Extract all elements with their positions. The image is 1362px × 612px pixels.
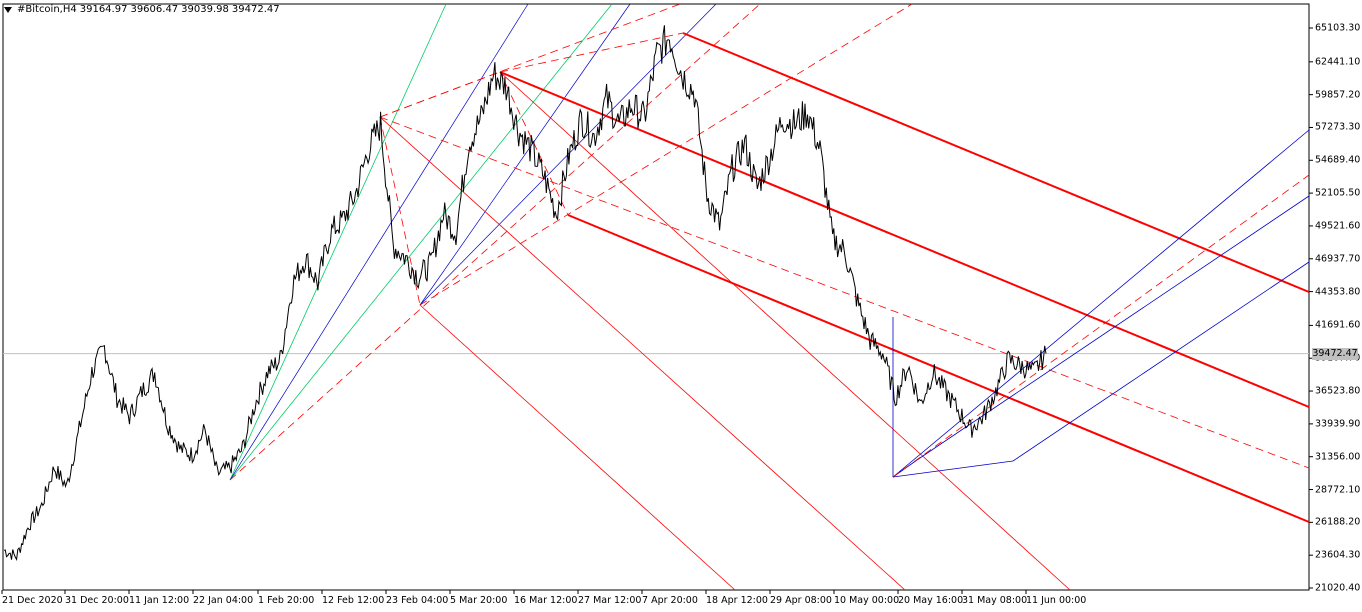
time-axis-tick: 12 Feb 12:00: [322, 595, 385, 606]
time-axis-tick: 31 May 08:00: [962, 595, 1028, 606]
time-axis-tick: 10 May 00:00: [834, 595, 900, 606]
price-axis-tick: 44353.80: [1315, 286, 1361, 298]
symbol-label: #Bitcoin,H4: [17, 4, 77, 15]
time-axis-tick: 23 Feb 04:00: [386, 595, 449, 606]
time-axis-tick: 1 Feb 20:00: [258, 595, 315, 606]
price-line: [3, 25, 1047, 561]
pitchfork-tine[interactable]: [379, 116, 906, 591]
price-axis-tick: 52105.50: [1315, 187, 1361, 199]
pitchfork-handle[interactable]: [499, 32, 684, 73]
pitchfork-tine[interactable]: [916, 195, 1310, 461]
price-axis-tick: 36523.80: [1315, 385, 1361, 397]
price-axis-tick: 26188.20: [1315, 516, 1361, 528]
pitchfork-median-line[interactable]: [499, 71, 1310, 408]
price-axis-tick: 65103.30: [1315, 22, 1361, 34]
time-axis-tick: 21 Dec 2020: [2, 595, 63, 606]
fan-line[interactable]: [229, 3, 447, 481]
pitchfork-lower-tine[interactable]: [567, 214, 1310, 523]
price-axis-tick: 57273.30: [1315, 121, 1361, 133]
time-axis-tick: 29 Apr 08:00: [770, 595, 832, 606]
high-value: 39606.47: [130, 4, 179, 15]
time-axis-tick: 22 Jan 04:00: [193, 595, 254, 606]
price-axis-tick: 31356.00: [1315, 451, 1361, 463]
price-axis-tick: 28772.10: [1315, 484, 1361, 496]
pitchfork-tine[interactable]: [419, 304, 736, 591]
close-value: 39472.47: [231, 4, 280, 15]
price-axis-tick: 33939.90: [1315, 418, 1361, 430]
price-series: [3, 25, 1047, 561]
low-value: 39039.98: [181, 4, 229, 15]
pitchfork-handle[interactable]: [379, 71, 501, 118]
fan-line[interactable]: [229, 3, 529, 481]
pitchfork-median[interactable]: [379, 116, 1310, 469]
fan-line[interactable]: [229, 3, 613, 481]
price-axis-tick: 21020.40: [1315, 582, 1361, 594]
time-axis-tick: 16 Mar 12:00: [514, 595, 578, 606]
open-value: 39164.97: [79, 4, 128, 15]
price-axis-tick: 54689.40: [1315, 154, 1361, 166]
time-axis-tick: 5 Mar 20:00: [450, 595, 508, 606]
price-axis-tick: 46937.70: [1315, 253, 1361, 265]
time-axis-tick: 7 Apr 20:00: [642, 595, 698, 606]
price-axis-tick: 59857.20: [1315, 89, 1361, 101]
price-axis-tick: 23604.30: [1315, 549, 1361, 561]
time-axis-tick: 11 Jun 00:00: [1026, 595, 1087, 606]
fan-line[interactable]: [229, 3, 761, 481]
pitchfork-tine[interactable]: [499, 71, 1071, 591]
pitchfork-tine[interactable]: [1012, 261, 1310, 462]
price-axis-tick: 62441.10: [1315, 56, 1361, 68]
price-axis-tick: 49521.60: [1315, 220, 1361, 232]
current-price-tag: 39472.47: [1312, 347, 1358, 360]
pitchfork-upper-tine[interactable]: [682, 32, 1310, 293]
dropdown-triangle-icon[interactable]: [4, 6, 12, 13]
time-axis-tick: 18 Apr 12:00: [706, 595, 768, 606]
time-axis-tick: 31 Dec 20:00: [65, 595, 129, 606]
price-axis-tick: 41691.60: [1315, 319, 1361, 331]
time-axis-tick: 27 Mar 12:00: [578, 595, 642, 606]
plot-frame: [2, 3, 1310, 591]
chart-title-bar: #Bitcoin,H4 39164.97 39606.47 39039.98 3…: [4, 4, 280, 15]
time-axis-tick: 11 Jan 12:00: [129, 595, 190, 606]
time-axis-tick: 20 May 16:00: [898, 595, 964, 606]
fan-line[interactable]: [419, 3, 913, 306]
fan-line[interactable]: [419, 3, 631, 306]
pitchfork-handle[interactable]: [892, 460, 1014, 478]
pitchfork-median[interactable]: [892, 174, 1310, 478]
pitchfork-drawings: [229, 3, 1310, 591]
